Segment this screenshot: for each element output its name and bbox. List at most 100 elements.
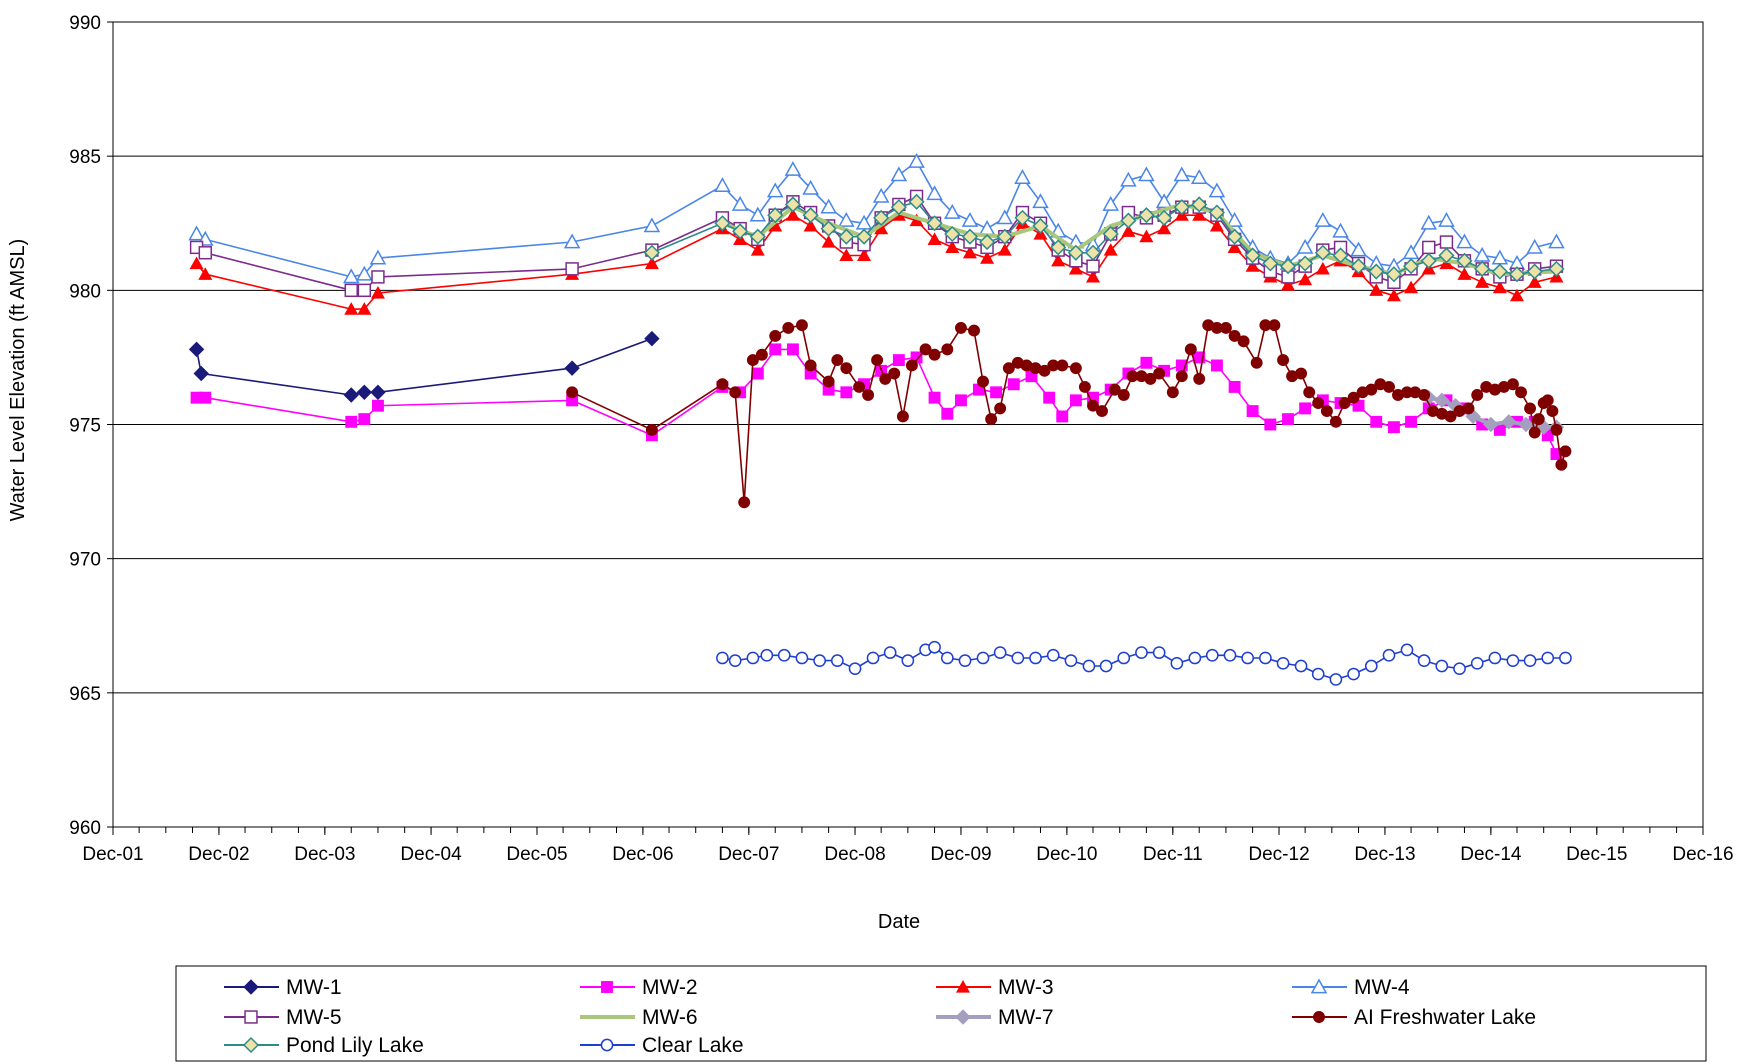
data-point bbox=[1223, 648, 1237, 662]
series-line bbox=[195, 337, 653, 396]
data-point bbox=[1382, 648, 1396, 662]
data-point bbox=[855, 228, 873, 245]
data-point bbox=[189, 256, 204, 270]
data-point bbox=[1086, 259, 1100, 273]
data-point bbox=[1007, 378, 1020, 391]
data-point bbox=[1329, 673, 1343, 686]
data-point bbox=[1409, 386, 1422, 399]
data-point bbox=[1032, 193, 1049, 209]
data-point bbox=[1294, 659, 1308, 673]
data-point bbox=[1492, 280, 1507, 294]
data-point bbox=[803, 218, 818, 232]
data-point bbox=[928, 348, 941, 361]
data-point bbox=[958, 654, 972, 667]
data-point bbox=[1020, 359, 1033, 372]
data-point bbox=[840, 362, 853, 375]
data-point bbox=[1444, 410, 1457, 423]
x-tick-label: Dec-13 bbox=[1354, 844, 1415, 865]
data-point bbox=[728, 654, 742, 667]
data-point bbox=[643, 217, 661, 233]
x-tick-label: Dec-04 bbox=[400, 844, 462, 865]
data-point bbox=[1282, 413, 1294, 426]
y-tick-label: 960 bbox=[69, 818, 101, 839]
data-point bbox=[1509, 288, 1524, 302]
data-point bbox=[1226, 212, 1243, 227]
data-point bbox=[565, 262, 579, 276]
data-point bbox=[731, 195, 749, 211]
data-point bbox=[1311, 667, 1325, 681]
data-point bbox=[643, 244, 660, 261]
data-point bbox=[1082, 659, 1096, 673]
data-point bbox=[371, 270, 385, 284]
data-point bbox=[1056, 359, 1069, 372]
data-point bbox=[997, 243, 1012, 256]
data-point bbox=[996, 228, 1013, 245]
series-layer bbox=[188, 152, 1572, 686]
data-point bbox=[1262, 255, 1279, 272]
data-point bbox=[563, 233, 581, 249]
data-point bbox=[879, 372, 892, 385]
data-point bbox=[1046, 648, 1060, 662]
series-mw-1 bbox=[188, 330, 660, 403]
data-point bbox=[1050, 239, 1067, 256]
data-point bbox=[1350, 241, 1367, 257]
data-point bbox=[890, 199, 907, 216]
data-point bbox=[566, 394, 579, 407]
data-point bbox=[1347, 391, 1360, 404]
data-point bbox=[1069, 394, 1082, 407]
data-point bbox=[871, 354, 884, 367]
data-point bbox=[1435, 659, 1449, 673]
data-point bbox=[1523, 654, 1537, 667]
legend-marker bbox=[955, 1009, 971, 1025]
x-tick-label: Dec-10 bbox=[1036, 844, 1097, 865]
data-point bbox=[1314, 244, 1331, 261]
data-point bbox=[1286, 370, 1299, 383]
data-point bbox=[928, 640, 941, 654]
data-point bbox=[1526, 263, 1543, 280]
data-point bbox=[1386, 288, 1401, 302]
data-point bbox=[1245, 259, 1260, 272]
data-point bbox=[199, 391, 212, 404]
data-point bbox=[782, 321, 795, 334]
series-mw-7 bbox=[1421, 389, 1565, 435]
data-point bbox=[729, 386, 742, 399]
data-point bbox=[1208, 182, 1226, 198]
series-ai-freshwater-lake bbox=[566, 319, 1572, 509]
data-point bbox=[910, 351, 923, 364]
y-tick-label: 980 bbox=[69, 281, 101, 302]
data-point bbox=[1140, 356, 1153, 369]
x-tick-label: Dec-12 bbox=[1248, 844, 1309, 865]
data-point bbox=[1117, 651, 1131, 665]
data-point bbox=[1102, 225, 1119, 243]
data-point bbox=[1043, 391, 1056, 404]
data-point bbox=[1548, 260, 1565, 277]
data-point bbox=[1314, 212, 1332, 227]
data-point bbox=[1138, 166, 1155, 182]
data-point bbox=[1126, 370, 1139, 383]
data-point bbox=[1228, 380, 1241, 393]
data-point bbox=[1352, 399, 1365, 412]
data-point bbox=[993, 646, 1007, 659]
legend-marker bbox=[243, 979, 259, 995]
data-point bbox=[813, 654, 826, 667]
data-point bbox=[802, 207, 819, 224]
data-point bbox=[1250, 356, 1263, 369]
data-point bbox=[1047, 359, 1060, 372]
data-point bbox=[1056, 410, 1069, 423]
data-point bbox=[1156, 209, 1173, 226]
data-point bbox=[1402, 258, 1420, 275]
data-point bbox=[980, 251, 995, 264]
legend-label: MW-3 bbox=[998, 976, 1054, 999]
legend-marker bbox=[601, 981, 613, 993]
legend-item: Clear Lake bbox=[580, 1034, 744, 1057]
x-tick-label: Dec-01 bbox=[82, 844, 143, 865]
data-point bbox=[1299, 402, 1312, 415]
data-point bbox=[1518, 416, 1534, 433]
data-point bbox=[804, 367, 817, 380]
data-point bbox=[1219, 321, 1232, 334]
data-point bbox=[1011, 651, 1025, 665]
legend-label: MW-7 bbox=[998, 1006, 1054, 1029]
data-point bbox=[1193, 351, 1206, 364]
data-point bbox=[1014, 169, 1031, 184]
data-point bbox=[760, 648, 774, 662]
